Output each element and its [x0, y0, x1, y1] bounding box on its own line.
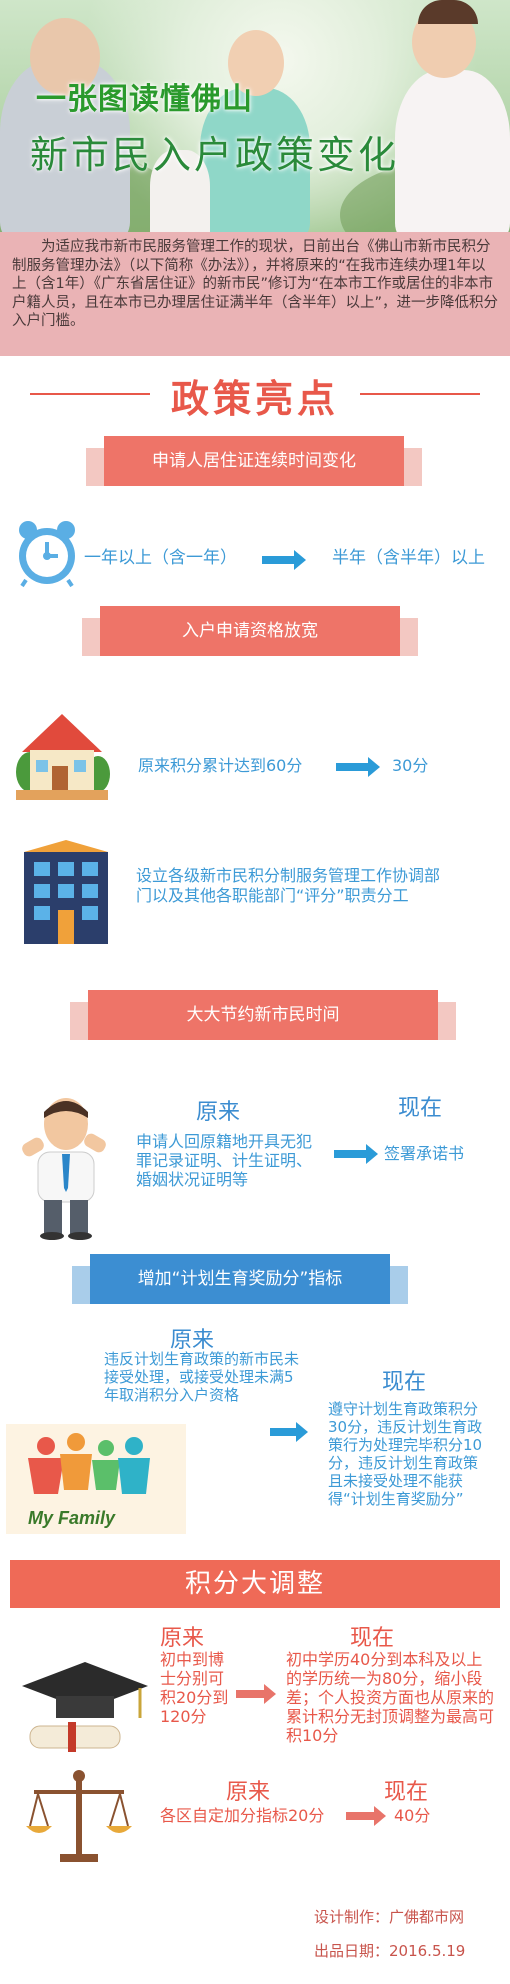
banner-ribbon-left	[70, 1002, 88, 1040]
section4-banner: 增加“计划生育奖励分”指标	[90, 1254, 390, 1304]
section2-arrow-icon	[336, 757, 380, 777]
section5-row1-before-text: 初中到博士分别可积20分到120分	[160, 1650, 229, 1726]
section5-row2-after-label: 现在	[384, 1780, 429, 1805]
section4-before-text: 违反计划生育政策的新市民未接受处理，或接受处理未满5年取消积分入户资格	[104, 1350, 300, 1404]
section4-arrow-icon	[270, 1422, 308, 1442]
family-illustration: My Family	[6, 1424, 186, 1534]
banner-ribbon-right	[390, 1266, 408, 1304]
section5-banner-label: 积分大调整	[184, 1569, 325, 1599]
footer-design-credit: 设计制作：广佛都市网	[314, 1908, 465, 1926]
section1-to: 半年（含半年）以上	[332, 548, 485, 568]
section3-after-text: 签署承诺书	[384, 1144, 465, 1163]
title-rule-left	[30, 393, 150, 395]
section2-item2-text: 设立各级新市民积分制服务管理工作协调部门以及其他各职能部门“评分”职责分工	[136, 866, 441, 905]
section3-banner: 大大节约新市民时间	[88, 990, 438, 1040]
section4-before-label: 原来	[170, 1328, 215, 1353]
scale-of-justice-icon	[24, 1768, 134, 1868]
section3-arrow-icon	[334, 1144, 378, 1164]
section2-item1-from: 原来积分累计达到60分	[138, 756, 303, 775]
intro-paragraph: 为适应我市新市民服务管理工作的现状，日前出台《佛山市新市民积分制服务管理办法》（…	[0, 232, 510, 356]
hero-person-mother	[200, 88, 310, 232]
section3-banner-label: 大大节约新市民时间	[186, 1005, 340, 1025]
highlights-title: 政策亮点	[170, 377, 339, 421]
section4-banner-label: 增加“计划生育奖励分”指标	[137, 1269, 343, 1289]
section2-banner-label: 入户申请资格放宽	[182, 621, 318, 641]
section1-banner-label: 申请人居住证连续时间变化	[152, 451, 356, 471]
graduation-cap-icon	[20, 1656, 150, 1756]
section2-banner: 入户申请资格放宽	[100, 606, 400, 656]
banner-ribbon-right	[400, 618, 418, 656]
section3-before-text: 申请人回原籍地开具无犯罪记录证明、计生证明、婚姻状况证明等	[136, 1132, 313, 1189]
banner-ribbon-left	[82, 618, 100, 656]
section4-after-text: 遵守计划生育政策积分30分，违反计划生育政策行为处理完毕积分10分，违反计划生育…	[328, 1400, 483, 1508]
footer-publish-date: 出品日期：2016.5.19	[314, 1942, 466, 1960]
hero-person-child	[150, 150, 210, 232]
section1-arrow-icon	[262, 550, 306, 570]
section5-row1-after-text: 初中学历40分到本科及以上的学历统一为80分，缩小段差；个人投资方面也从原来的累…	[286, 1650, 495, 1745]
section4-after-label: 现在	[382, 1370, 427, 1395]
section1-banner: 申请人居住证连续时间变化	[104, 436, 404, 486]
title-rule-right	[360, 393, 480, 395]
hero-hair	[418, 0, 478, 24]
section5-banner: 积分大调整	[10, 1560, 500, 1608]
section3-before-label: 原来	[196, 1100, 241, 1125]
section5-row1-before-label: 原来	[160, 1626, 205, 1651]
alarm-clock-icon	[12, 518, 82, 588]
hero-person-head	[30, 18, 100, 96]
banner-ribbon-left	[86, 448, 104, 486]
family-label: My Family	[28, 1508, 116, 1528]
office-building-icon	[16, 838, 116, 948]
businessman-icon	[4, 1090, 124, 1240]
hero-title-line1: 一张图读懂佛山	[36, 82, 253, 117]
house-icon	[12, 710, 112, 805]
banner-ribbon-right	[404, 448, 422, 486]
section1-from: 一年以上（含一年）	[84, 548, 237, 568]
hero-banner: 一张图读懂佛山 新市民入户政策变化	[0, 0, 510, 232]
section5-row1-arrow-icon	[236, 1684, 276, 1704]
section2-item1-to: 30分	[392, 756, 429, 775]
section5-row2-before-text: 各区自定加分指标20分	[160, 1806, 325, 1825]
section5-row1-after-label: 现在	[350, 1626, 395, 1651]
hero-person-grandma	[395, 70, 510, 232]
section5-row2-arrow-icon	[346, 1806, 386, 1826]
section5-row2-after-text: 40分	[394, 1806, 431, 1825]
hero-person-head	[228, 30, 284, 96]
section5-row2-before-label: 原来	[226, 1780, 271, 1805]
section3-after-label: 现在	[398, 1096, 443, 1121]
hero-title-line2: 新市民入户政策变化	[30, 133, 400, 177]
banner-ribbon-right	[438, 1002, 456, 1040]
banner-ribbon-left	[72, 1266, 90, 1304]
